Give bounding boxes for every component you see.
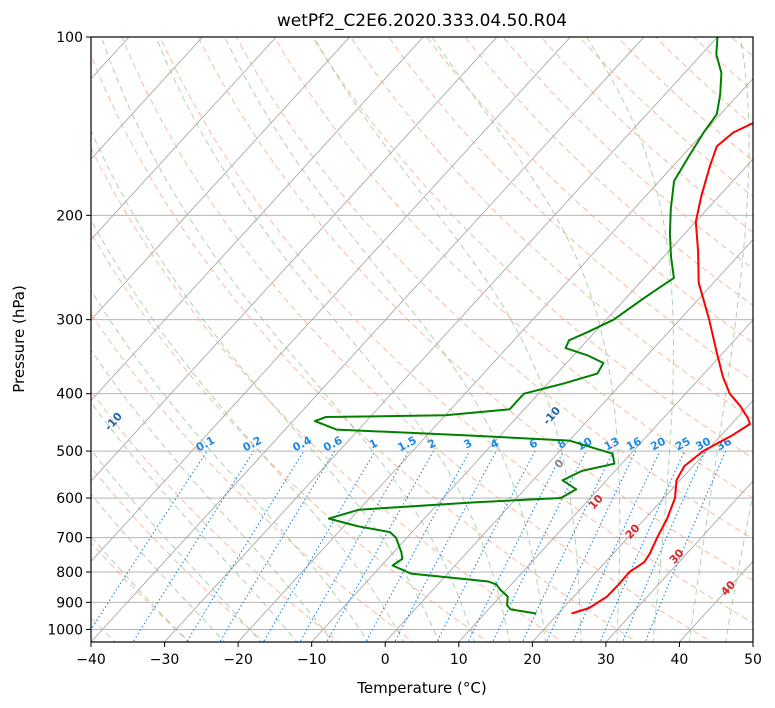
mixing-ratio-line: [436, 450, 536, 642]
x-tick-label: −20: [223, 652, 253, 668]
mixing-ratio-line: [219, 450, 336, 642]
x-tick-label: −30: [150, 652, 180, 668]
x-tick-label: 20: [523, 652, 541, 668]
moist-adiabat-line: [91, 129, 440, 642]
dry-adiabat-line: [540, 37, 753, 233]
axes: −40 −30 −20 −10 0 10 20 30 40 50 100 200 300 400 500 60…: [47, 30, 762, 668]
y-tick-label: 800: [56, 565, 83, 581]
mixing-ratio-line: [365, 450, 471, 642]
isotherm-line: [605, 480, 753, 642]
isotherm-line: [91, 37, 424, 402]
moist-adiabat-line: [224, 37, 546, 642]
moist-adiabat-line: [725, 492, 753, 642]
dry-adiabat-line: [388, 37, 753, 382]
mixing-ratio-line: [599, 450, 685, 642]
isotherm-line: [91, 37, 498, 482]
dry-adiabat-line: [91, 466, 266, 642]
moist-adiabat-line: [100, 37, 475, 642]
mixing-ratio-line: [299, 450, 410, 642]
mixing-ratio-line: [91, 450, 208, 631]
mixing-ratio-label: 16: [624, 435, 644, 454]
temperature-profile-line: [571, 121, 753, 615]
plot-frame: [90, 36, 754, 643]
x-tick-label: 40: [671, 652, 689, 668]
moist-adiabat-line: [688, 37, 750, 642]
dry-adiabat-line: [121, 37, 713, 642]
isotherm-line: [310, 158, 753, 642]
moist-adiabat-line: [91, 401, 298, 642]
mixing-ratio-label: 36: [714, 435, 734, 454]
dry-adiabat-line: [91, 54, 639, 642]
chart-title: wetPf2_C2E6.2020.333.04.50.R04: [277, 11, 567, 31]
isotherm-line: [91, 37, 277, 241]
isotherm-line: [91, 37, 645, 642]
y-tick-label: 1000: [47, 622, 83, 638]
y-tick-label: 300: [56, 313, 83, 329]
isotherm-line: [91, 37, 351, 321]
mixing-ratio-line: [621, 450, 706, 642]
dry-adiabat-line: [578, 37, 753, 197]
isotherm-line: [384, 238, 753, 642]
y-tick-label: 700: [56, 531, 83, 547]
mixing-ratio-line: [186, 450, 305, 642]
y-axis-label: Pressure (hPa): [10, 285, 28, 393]
dry-adiabat-line: [91, 146, 564, 642]
mixing-ratio-line: [326, 450, 434, 642]
x-tick-label: −10: [297, 652, 327, 668]
y-tick-label: 600: [56, 491, 83, 507]
mixing-ratio-line: [262, 450, 376, 642]
mixing-ratio-label: 10: [575, 435, 595, 454]
x-axis-label: Temperature (°C): [356, 679, 486, 697]
isotherm-line: [91, 37, 571, 563]
isotherm-line: [531, 399, 753, 642]
y-tick-label: 100: [56, 30, 83, 46]
mixing-ratio-label: 20: [648, 435, 668, 454]
dry-adiabat-line: [350, 37, 753, 420]
moist-adiabat-line: [431, 37, 621, 642]
dry-adiabat-line: [426, 37, 753, 344]
dry-adiabat-line: [502, 37, 753, 270]
moist-adiabat-line: [91, 218, 405, 642]
dry-adiabat-line: [235, 37, 753, 540]
dry-adiabat-line: [159, 37, 753, 624]
x-tick-label: 30: [597, 652, 615, 668]
mixing-ratio-line: [644, 450, 727, 642]
mixing-ratio-label: 25: [673, 435, 693, 454]
dry-adiabat-line: [197, 37, 753, 581]
dry-adiabat-line: [273, 37, 753, 499]
y-tick-label: 400: [56, 387, 83, 403]
mixing-ratio-label: 13: [602, 435, 622, 454]
moist-adiabat-line: [313, 37, 582, 642]
background-grid: [91, 37, 753, 642]
x-tick-label: −40: [76, 652, 106, 668]
moist-adiabat-line: [91, 289, 369, 642]
x-tick-label: 0: [381, 652, 390, 668]
dry-adiabat-line: [91, 232, 489, 642]
y-tick-label: 900: [56, 595, 83, 611]
moist-adiabat-line: [155, 37, 511, 642]
x-tick-label: 10: [450, 652, 468, 668]
mixing-ratio-line: [572, 450, 661, 642]
isotherm-line: [91, 37, 204, 160]
y-tick-label: 500: [56, 444, 83, 460]
dry-adiabat-line: [91, 312, 415, 642]
y-tick-label: 200: [56, 208, 83, 224]
x-tick-label: 50: [744, 652, 762, 668]
dewpoint-profile-line: [313, 37, 723, 615]
mixing-ratio-line: [394, 450, 497, 642]
moist-adiabat-line: [91, 349, 334, 642]
